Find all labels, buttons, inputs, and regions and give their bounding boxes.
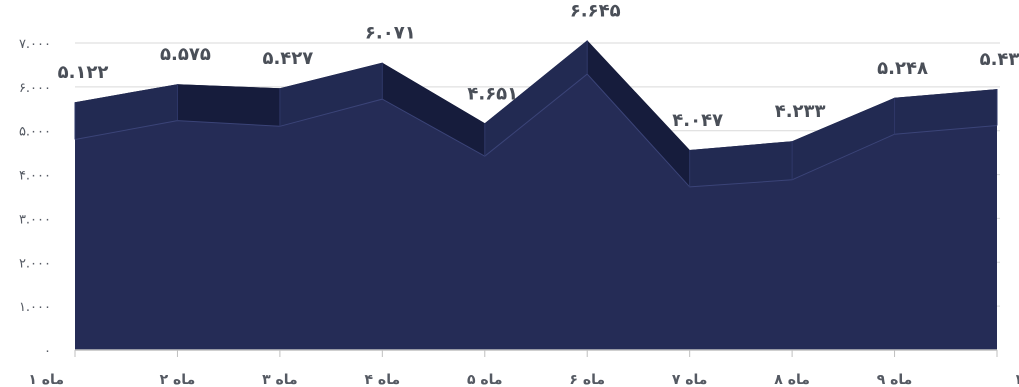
y-tick-label: ۶.۰۰۰ xyxy=(19,81,51,96)
data-label-layer: ۵.۱۲۲ ۵.۵۷۵ ۵.۴۲۷ ۶.۰۷۱ ۴.۶۵۱ ۶.۶۴۵ ۴.۰۴۷ ۴.۲۳۳… xyxy=(58,0,1019,131)
series-facet xyxy=(279,62,383,127)
data-label: ۵.۲۴۸ xyxy=(877,58,928,79)
data-label: ۶.۶۴۵ xyxy=(570,0,621,21)
series-facet xyxy=(689,141,793,187)
data-label: ۵.۴۳۹ xyxy=(980,49,1019,70)
data-label: ۴.۲۳۳ xyxy=(775,101,826,122)
front-series-layer xyxy=(74,40,998,350)
x-tick-label: ماه ۷ xyxy=(672,372,708,387)
data-label: ۵.۱۲۲ xyxy=(58,62,109,83)
y-tick-label: ۴.۰۰۰ xyxy=(19,169,51,184)
data-label: ۵.۴۲۷ xyxy=(262,48,313,69)
series-area-front xyxy=(75,74,997,350)
series-facet xyxy=(792,97,895,180)
x-tick-label: ماه ۲ xyxy=(160,372,196,387)
x-tick-label: ماه ۶ xyxy=(569,372,605,387)
x-tick-label: ماه ۸ xyxy=(774,372,810,387)
series-facet xyxy=(382,62,485,157)
x-tick-label: ماه ۱ xyxy=(28,372,64,387)
y-tick-label: ۷.۰۰۰ xyxy=(19,37,51,52)
data-label: ۵.۵۷۵ xyxy=(160,44,211,65)
x-tick-label: ماه ۵ xyxy=(467,372,503,387)
x-tick-label: ماه ۹ xyxy=(877,372,913,387)
series-facet xyxy=(75,84,178,140)
series-facet xyxy=(587,40,690,187)
y-tick-label: ۱.۰۰۰ xyxy=(19,300,51,315)
x-tick-label: ماه ۴ xyxy=(365,372,401,387)
x-tick-label: ماه ۱۰ xyxy=(1014,372,1019,387)
y-tick-label: ۵.۰۰۰ xyxy=(19,125,51,140)
series-facet xyxy=(177,84,280,127)
series-edge-front xyxy=(74,73,998,188)
data-label: ۶.۰۷۱ xyxy=(365,23,416,44)
y-tick-label: ۳.۰۰۰ xyxy=(19,212,51,227)
axis-layer: ۰ ۱.۰۰۰ ۲.۰۰۰ ۳.۰۰۰ ۴.۰۰۰ ۵.۰۰۰ ۶.۰۰۰ ۷.۰۰۰ ماه … xyxy=(19,37,1019,387)
y-tick-label: ۲.۰۰۰ xyxy=(19,256,51,271)
y-tick-label: ۰ xyxy=(44,344,51,359)
series-facet xyxy=(894,89,997,135)
data-label: ۴.۰۴۷ xyxy=(672,110,723,131)
series-facet xyxy=(484,40,588,157)
data-label: ۴.۶۵۱ xyxy=(467,83,518,104)
x-tick-label: ماه ۳ xyxy=(262,372,298,387)
